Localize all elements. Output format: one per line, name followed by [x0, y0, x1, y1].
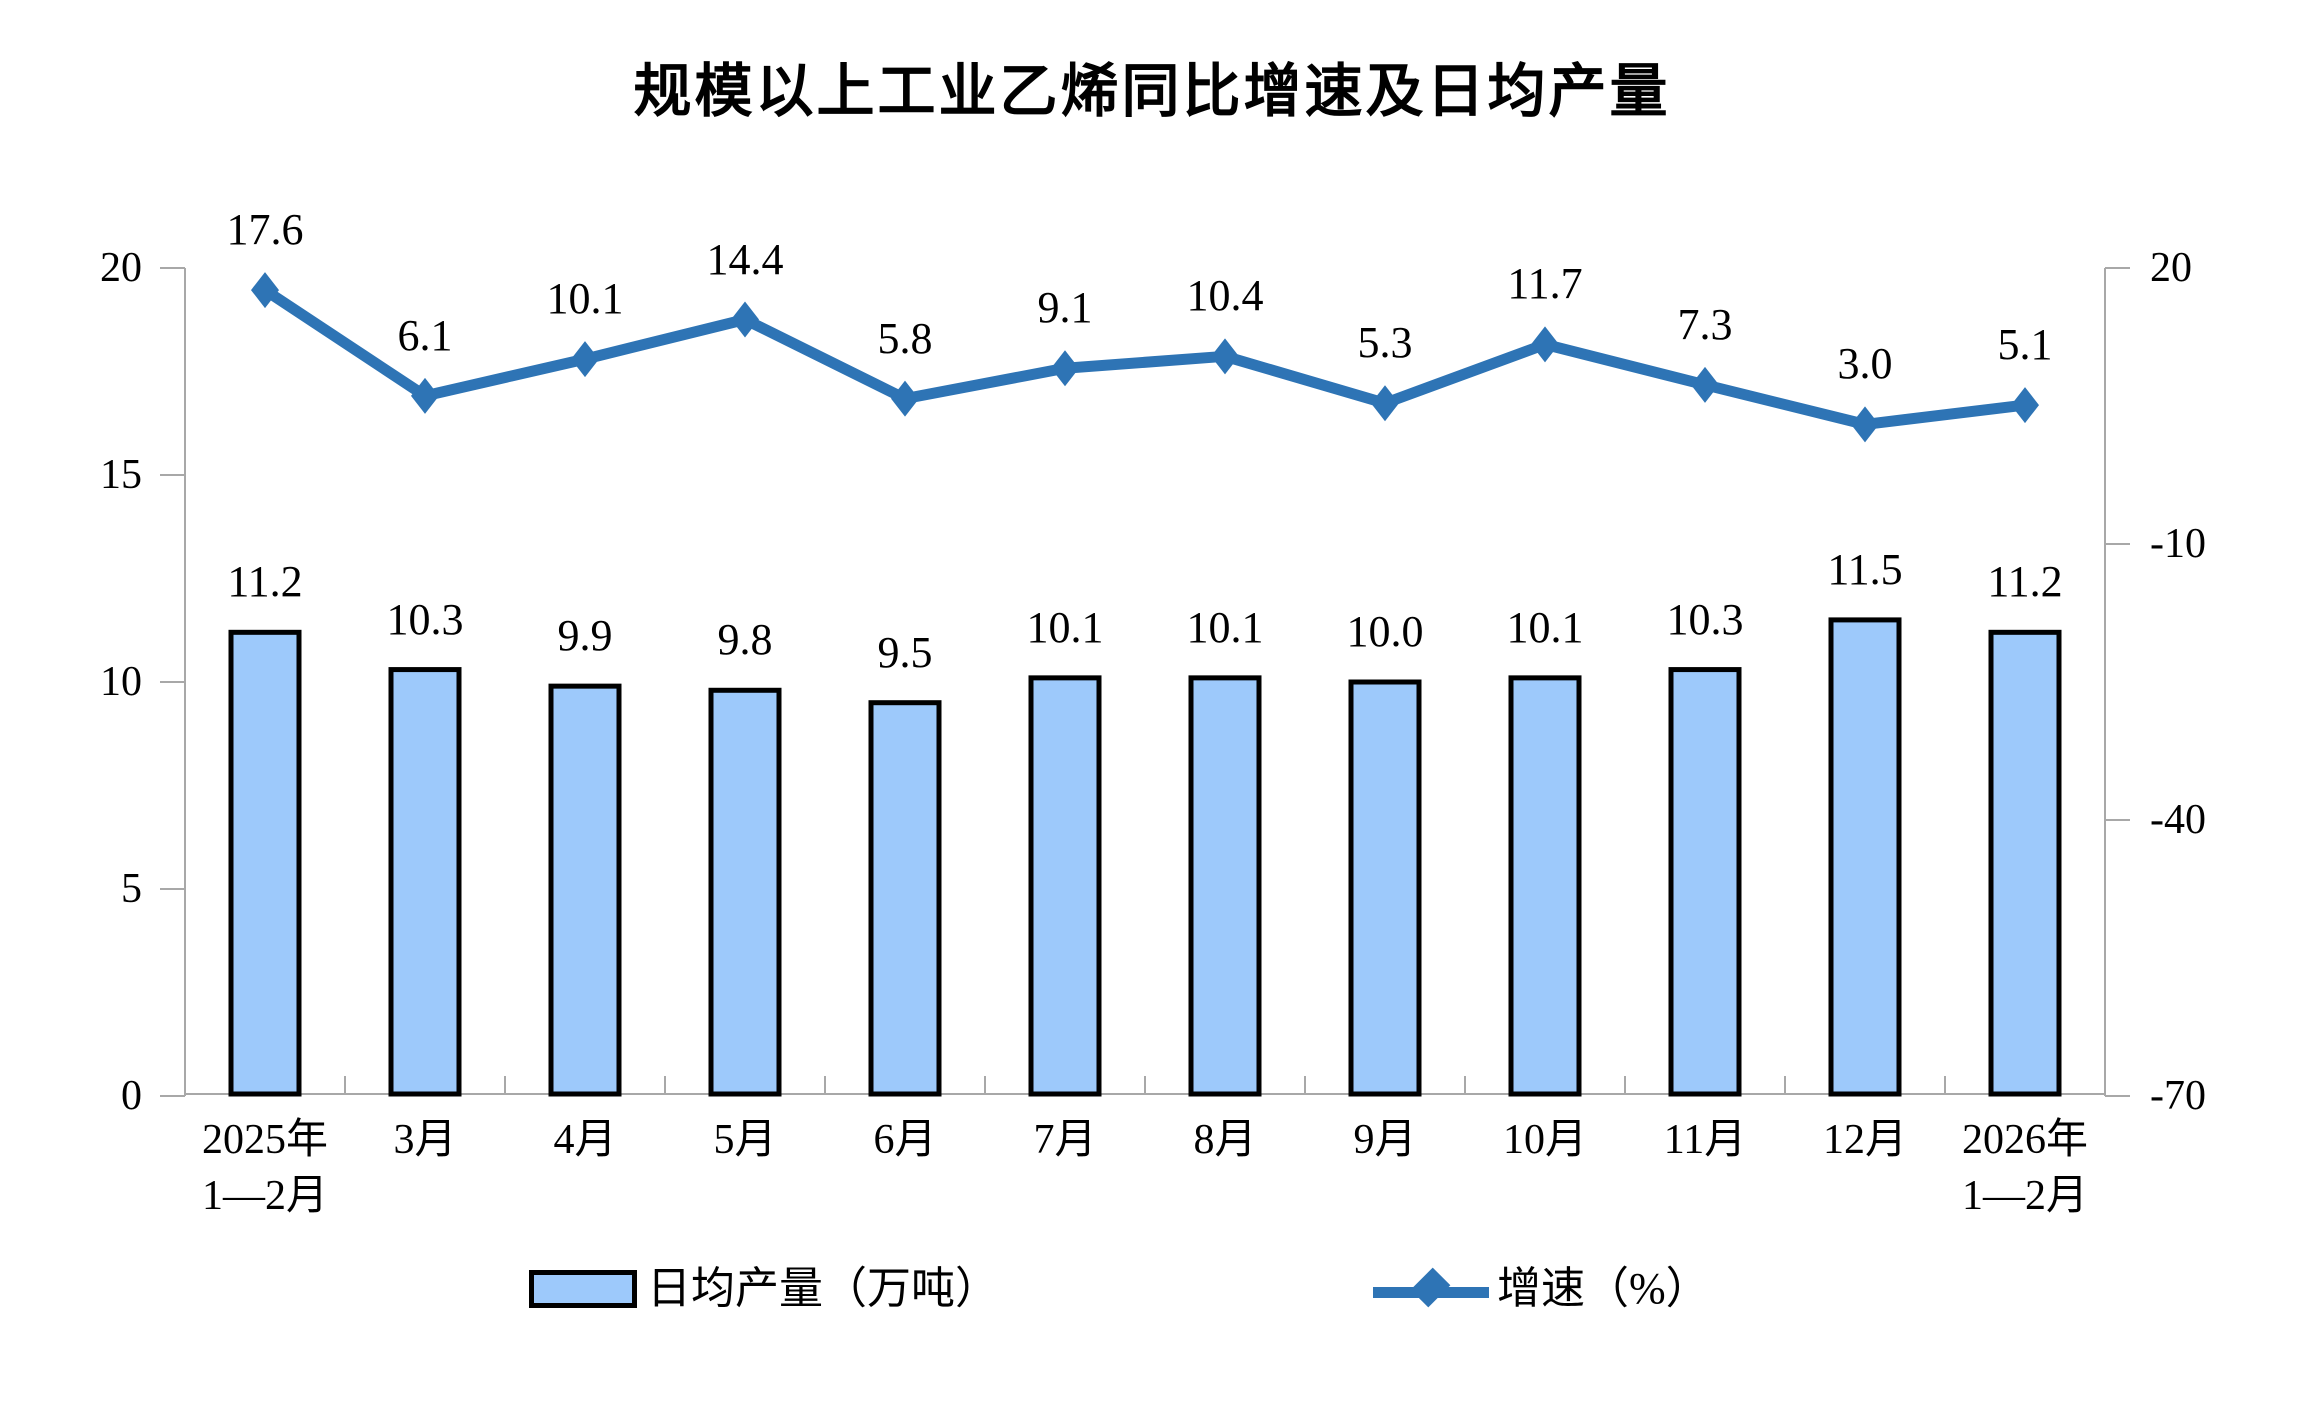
diamond-marker-icon [411, 377, 439, 414]
line-value-label: 9.1 [1037, 283, 1093, 333]
bar [228, 629, 302, 1097]
category-label: 4月 [553, 1117, 617, 1163]
diamond-marker-icon [1691, 366, 1719, 403]
bar-value-label: 11.2 [227, 557, 303, 607]
line-value-label: 3.0 [1837, 339, 1893, 389]
line-value-label: 5.1 [1997, 320, 2053, 370]
diamond-marker-icon [1371, 385, 1399, 422]
bar-value-label: 10.0 [1346, 607, 1424, 656]
line-value-label: 7.3 [1677, 299, 1733, 349]
category-label: 2026年 1—2月 [1961, 1117, 2088, 1219]
diamond-marker-icon [1851, 406, 1879, 443]
diamond-marker-icon [1051, 350, 1079, 387]
category-label: 12月 [1822, 1117, 1907, 1163]
bar-value-label: 10.1 [1026, 602, 1104, 652]
growth-line [259, 284, 2031, 430]
bar-value-label: 9.8 [717, 615, 773, 665]
bar [708, 687, 782, 1097]
category-label: 6月 [873, 1117, 937, 1163]
category-label: 7月 [1033, 1117, 1097, 1163]
bar-value-label: 10.3 [1666, 594, 1744, 644]
line-value-label: 10.1 [546, 274, 624, 324]
category-label: 8月 [1193, 1117, 1257, 1163]
diamond-marker-icon [571, 341, 599, 378]
category-label: 9月 [1353, 1117, 1417, 1163]
bar-value-label: 9.5 [877, 627, 933, 677]
bar-value-label: 10.1 [1186, 602, 1264, 652]
category-label: 10月 [1502, 1117, 1587, 1163]
legend-label-daily-output: 日均产量（万吨） [647, 1264, 999, 1313]
bar [1348, 679, 1422, 1097]
diamond-marker-icon [251, 272, 279, 309]
line-value-label: 11.7 [1507, 259, 1583, 309]
bar [1828, 617, 1902, 1097]
left-axis-tick-label: 10 [100, 659, 142, 705]
diamond-marker-icon [1211, 338, 1239, 375]
left-axis-tick-label: 5 [121, 866, 142, 912]
bar [1988, 629, 2062, 1097]
bar [548, 683, 622, 1097]
right-axis-tick-label: -10 [2150, 521, 2206, 567]
line-value-label: 10.4 [1186, 271, 1264, 321]
bar [388, 667, 462, 1097]
bar [1668, 667, 1742, 1097]
legend-label-growth-rate: 增速（%） [1497, 1264, 1710, 1313]
bar-series-swatch-icon [529, 1270, 637, 1308]
bar [868, 700, 942, 1097]
right-axis-tick-label: -40 [2150, 797, 2206, 843]
left-axis-tick-label: 15 [100, 452, 142, 498]
category-label: 5月 [713, 1117, 777, 1163]
bar [1508, 675, 1582, 1097]
diamond-marker-icon [731, 301, 759, 338]
right-axis-tick-label: 20 [2150, 245, 2192, 291]
bar-value-label: 9.9 [557, 611, 613, 661]
chart-title: 规模以上工业乙烯同比增速及日均产量 [633, 59, 1671, 124]
bar-value-label: 11.2 [1987, 557, 2063, 607]
line-series-swatch-icon [1373, 1267, 1489, 1308]
line-value-label: 17.6 [226, 205, 304, 255]
right-axis-tick-label: -70 [2150, 1073, 2206, 1119]
diamond-marker-icon [1531, 326, 1559, 363]
bar-value-label: 10.3 [386, 594, 464, 644]
bar-value-label: 11.5 [1827, 544, 1903, 594]
category-label: 11月 [1663, 1117, 1747, 1163]
bar [1188, 675, 1262, 1097]
diamond-marker-icon [2011, 387, 2039, 424]
bar-value-label: 10.1 [1506, 602, 1584, 652]
category-label: 2025年 1—2月 [201, 1117, 328, 1219]
diamond-marker-icon [891, 380, 919, 417]
left-axis-tick-label: 0 [121, 1073, 142, 1119]
line-value-label: 5.8 [877, 313, 933, 363]
bar [1028, 675, 1102, 1097]
line-value-label: 5.3 [1357, 318, 1413, 368]
line-value-label: 6.1 [397, 310, 453, 360]
category-label: 3月 [393, 1117, 457, 1163]
left-axis-tick-label: 20 [100, 245, 142, 291]
line-value-label: 14.4 [706, 234, 784, 284]
